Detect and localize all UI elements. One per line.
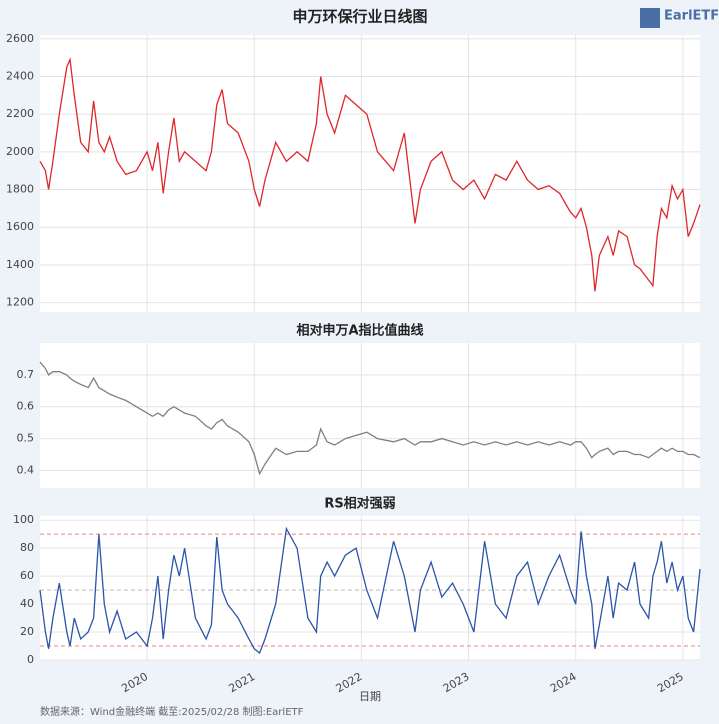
y-tick-label: 40 <box>20 597 34 610</box>
y-tick-label: 0 <box>27 653 34 666</box>
logo-text: EarlETF <box>664 9 719 24</box>
y-tick-label: 2600 <box>6 32 34 45</box>
y-tick-label: 0.7 <box>17 368 35 381</box>
logo-icon <box>640 8 660 28</box>
y-tick-label: 0.6 <box>17 400 35 413</box>
x-tick-label: 2024 <box>548 670 579 695</box>
y-tick-label: 60 <box>20 569 34 582</box>
data-line <box>39 361 701 476</box>
x-tick-label: 2020 <box>119 670 150 695</box>
plot-area <box>40 35 700 312</box>
x-tick-label: 2023 <box>441 670 472 695</box>
data-line <box>39 526 701 655</box>
y-tick-label: 1800 <box>6 183 34 196</box>
y-tick-label: 100 <box>13 513 34 526</box>
panel-title: 相对申万A指比值曲线 <box>296 323 423 339</box>
source-note: 数据来源：Wind金融终端 截至:2025/02/28 制图:EarlETF <box>40 705 304 718</box>
x-tick-label: 2021 <box>227 670 258 695</box>
data-line <box>39 57 701 292</box>
y-tick-label: 2200 <box>6 107 34 120</box>
chart-title: 申万环保行业日线图 <box>292 8 427 26</box>
y-tick-label: 1400 <box>6 258 34 271</box>
x-tick-label: 2025 <box>655 670 686 695</box>
y-tick-label: 20 <box>20 625 34 638</box>
x-axis-label: 日期 <box>359 690 381 703</box>
y-tick-label: 2000 <box>6 145 34 158</box>
plot-area <box>40 343 700 488</box>
plot-area <box>40 516 700 660</box>
y-tick-label: 80 <box>20 541 34 554</box>
y-tick-label: 2400 <box>6 69 34 82</box>
y-tick-label: 1600 <box>6 220 34 233</box>
y-tick-label: 0.5 <box>17 432 35 445</box>
logo: EarlETF <box>640 8 719 28</box>
y-tick-label: 1200 <box>6 296 34 309</box>
panel-title: RS相对强弱 <box>324 496 395 512</box>
y-tick-label: 0.4 <box>17 463 35 476</box>
